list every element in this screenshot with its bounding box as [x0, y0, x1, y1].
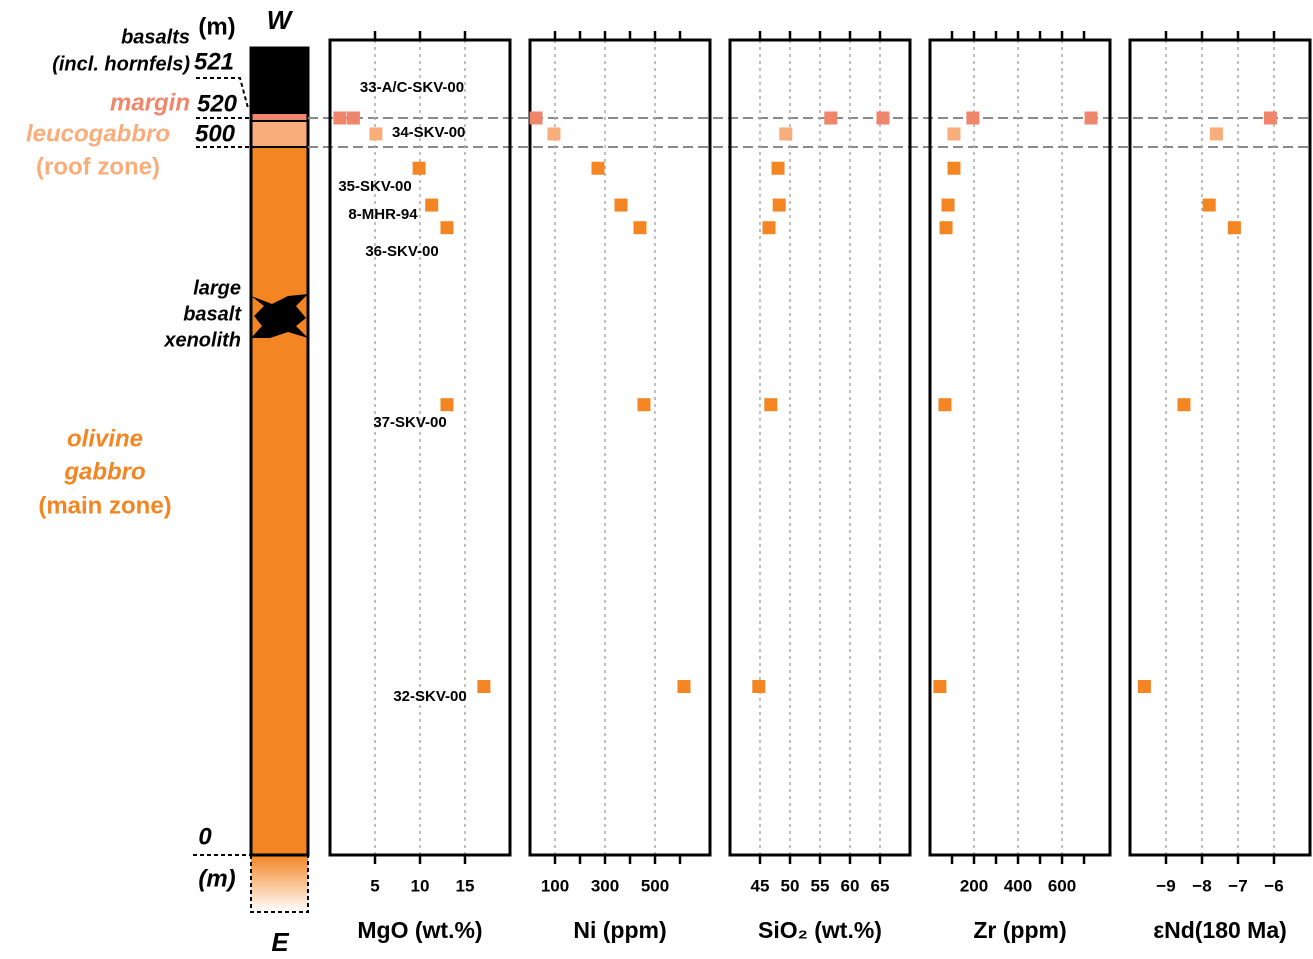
data-point: [347, 112, 360, 125]
sample-label: 35-SKV-00: [338, 178, 411, 195]
zone-label: (incl. hornfels): [52, 53, 190, 75]
data-point: [441, 398, 454, 411]
x-tick-label: 15: [456, 876, 475, 895]
data-point: [425, 199, 438, 212]
x-tick-label: 500: [641, 876, 669, 895]
x-tick-label: 600: [1048, 876, 1076, 895]
depth-tick-label: 0: [198, 823, 212, 850]
data-point: [933, 680, 946, 693]
data-point: [763, 221, 776, 234]
data-point: [1178, 398, 1191, 411]
zone-label: basalts: [121, 26, 190, 48]
x-tick-label: 60: [841, 876, 860, 895]
zone-label: margin: [110, 89, 190, 116]
x-tick-label: −7: [1228, 876, 1247, 895]
x-tick-label: 100: [541, 876, 569, 895]
xenolith-shape: [251, 294, 308, 338]
x-tick-label: 200: [960, 876, 988, 895]
bottom-label: E: [271, 927, 289, 957]
data-point: [938, 398, 951, 411]
sample-label: 34-SKV-00: [392, 124, 465, 141]
x-tick-label: 5: [370, 876, 379, 895]
data-point: [779, 127, 792, 140]
data-point: [369, 127, 382, 140]
data-point: [966, 112, 979, 125]
data-point: [1138, 680, 1151, 693]
data-point: [530, 112, 543, 125]
sample-label: 37-SKV-00: [373, 414, 446, 431]
depth-tick-label: 500: [195, 120, 236, 147]
data-point: [1085, 112, 1098, 125]
sample-label: 8-MHR-94: [348, 206, 418, 223]
zone-band: [251, 121, 308, 147]
data-point: [592, 162, 605, 175]
data-point: [772, 162, 785, 175]
data-point: [477, 680, 490, 693]
x-tick-label: 10: [411, 876, 430, 895]
zone-label: (main zone): [38, 492, 171, 519]
x-tick-label: 55: [811, 876, 830, 895]
x-tick-label: 400: [1004, 876, 1032, 895]
panel-frame: [1130, 40, 1310, 855]
x-tick-label: 300: [591, 876, 619, 895]
data-point: [947, 162, 960, 175]
x-tick-label: −8: [1192, 876, 1211, 895]
data-point: [947, 127, 960, 140]
xenolith-label: basalt: [183, 303, 242, 325]
x-tick-label: 50: [781, 876, 800, 895]
depth-tick-label: 520: [197, 90, 238, 117]
data-point: [634, 221, 647, 234]
sample-label: 32-SKV-00: [393, 688, 466, 705]
x-tick-label: −6: [1264, 876, 1283, 895]
x-axis-label: εNd(180 Ma): [1153, 917, 1287, 943]
data-point: [1264, 112, 1277, 125]
data-point: [413, 162, 426, 175]
x-tick-label: 45: [751, 876, 770, 895]
unit-bottom: (m): [198, 865, 235, 892]
x-tick-label: 65: [871, 876, 890, 895]
data-point: [752, 680, 765, 693]
zone-label: olivine: [67, 425, 143, 452]
data-point: [678, 680, 691, 693]
data-point: [764, 398, 777, 411]
data-point: [1228, 221, 1241, 234]
x-axis-label: Zr (ppm): [973, 917, 1066, 943]
data-point: [942, 199, 955, 212]
data-point: [824, 112, 837, 125]
data-point: [615, 199, 628, 212]
xenolith-label: large: [193, 277, 241, 299]
x-tick-label: −9: [1156, 876, 1175, 895]
zone-band: [251, 147, 308, 855]
zone-label: gabbro: [63, 458, 145, 485]
data-point: [877, 112, 890, 125]
zone-band: [251, 48, 308, 113]
zone-band: [251, 113, 308, 121]
data-point: [548, 127, 561, 140]
top-label: W: [267, 5, 294, 35]
data-point: [441, 221, 454, 234]
zone-label: (roof zone): [36, 153, 160, 180]
data-point: [333, 112, 346, 125]
xenolith-label: xenolith: [163, 329, 241, 351]
sample-label: 36-SKV-00: [365, 243, 438, 260]
data-point: [638, 398, 651, 411]
x-axis-label: MgO (wt.%): [357, 917, 482, 943]
data-point: [1203, 199, 1216, 212]
x-axis-label: Ni (ppm): [573, 917, 666, 943]
depth-tick-label: 521: [194, 48, 234, 75]
sample-label: 33-A/C-SKV-00: [360, 79, 464, 96]
data-point: [773, 199, 786, 212]
data-point: [940, 221, 953, 234]
unit-top: (m): [198, 13, 235, 40]
x-axis-label: SiO₂ (wt.%): [758, 917, 882, 943]
panel-frame: [530, 40, 710, 855]
data-point: [1210, 127, 1223, 140]
fade-zone: [251, 855, 308, 912]
zone-label: leucogabbro: [26, 120, 170, 147]
figure: basalts (incl. hornfels) margin leucogabbro…: [0, 0, 1313, 959]
